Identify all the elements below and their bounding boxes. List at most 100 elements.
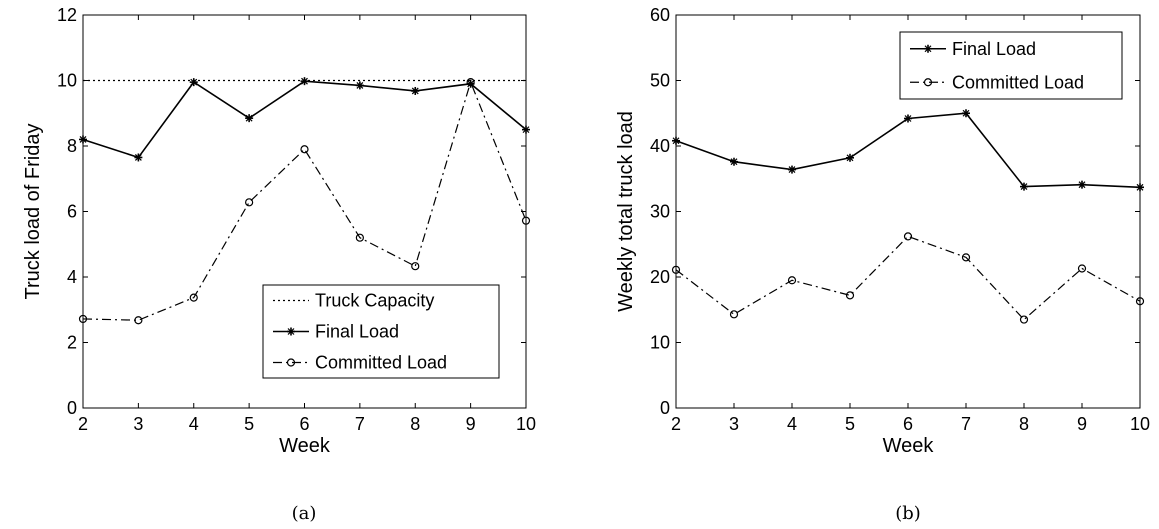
data-point [671,265,681,274]
data-point [672,136,680,145]
data-point [134,153,143,162]
star-stroke [411,87,419,95]
series-committed-load [671,232,1145,324]
data-point [466,78,475,87]
x-tick-label: 2 [671,414,681,434]
y-tick-label: 12 [57,5,77,25]
series-committed-load [78,78,531,325]
y-tick-label: 50 [650,71,670,91]
data-point [79,135,87,144]
y-tick-label: 30 [650,202,670,222]
star-stroke [924,45,932,53]
x-tick-label: 7 [355,414,365,434]
figure-caption: (b) [895,503,921,524]
star-stroke [1020,183,1028,191]
figure-caption: (a) [292,503,317,524]
star-stroke [79,136,87,143]
data-point [521,216,531,225]
legend-label: Truck Capacity [315,291,434,311]
x-tick-label: 7 [961,414,971,434]
x-tick-label: 3 [133,414,143,434]
x-tick-label: 3 [729,414,739,434]
y-tick-label: 40 [650,136,670,156]
legend-label: Final Load [315,322,399,342]
star-stroke [287,328,295,335]
data-point [355,81,364,90]
data-point [1136,183,1144,192]
star-stroke [134,154,142,161]
series-final-load [672,109,1144,192]
data-point [245,114,254,123]
data-point [1135,297,1145,306]
series-final-load [79,77,530,162]
x-tick-label: 10 [1130,414,1150,434]
x-tick-label: 9 [1077,414,1087,434]
x-tick-label: 4 [189,414,199,434]
star-stroke [301,77,308,85]
data-point [1019,315,1029,324]
data-point [962,109,970,118]
y-tick-label: 4 [67,267,77,287]
y-tick-label: 8 [67,136,77,156]
data-point [904,114,912,123]
data-point [903,232,913,241]
legend-marker [286,358,296,367]
series-line [82,80,527,321]
data-point [1077,264,1087,273]
data-point [189,78,198,87]
data-point [522,125,530,134]
x-tick-label: 4 [787,414,797,434]
star-stroke [904,115,912,122]
y-tick-label: 20 [650,267,670,287]
data-point [245,198,254,207]
series-line [675,112,1141,189]
data-point [355,233,364,242]
data-point [78,314,88,324]
y-tick-label: 0 [660,398,670,418]
legend-label: Final Load [952,39,1036,59]
data-point [961,253,971,262]
star-stroke [1078,181,1086,189]
legend-label: Committed Load [952,72,1084,92]
data-point [788,165,796,174]
data-point [730,157,738,166]
legend-marker [924,44,932,53]
series-line [675,235,1141,321]
x-tick-label: 10 [516,414,536,434]
y-axis-label: Truck load of Friday [22,124,44,300]
y-tick-label: 60 [650,5,670,25]
data-point [300,77,309,86]
x-tick-label: 9 [466,414,476,434]
x-tick-label: 2 [78,414,88,434]
chart-panel-b: 2 3 4 5 6 7 8 9 10 0 10 20 30 40 50 60 Week Weekly total … [615,5,1150,524]
star-stroke [1136,183,1144,191]
legend-marker [923,78,933,87]
data-point [411,262,420,271]
legend: Truck Capacity Final Load Committed Load [262,284,500,379]
legend-box [899,31,1123,100]
star-stroke [190,78,198,86]
data-point [189,293,198,302]
legend-label: Committed Load [315,353,447,373]
y-tick-label: 10 [650,333,670,353]
x-tick-label: 5 [845,414,855,434]
star-stroke [356,81,364,89]
legend: Final Load Committed Load [899,31,1123,100]
star-stroke [730,158,738,166]
y-tick-label: 6 [67,202,77,222]
x-tick-label: 8 [1019,414,1029,434]
data-point [845,291,855,300]
x-axis-label: Week [279,435,331,457]
data-point [1078,180,1086,189]
star-stroke [962,109,970,117]
x-axis-label: Week [883,435,935,457]
data-point [846,153,854,162]
x-tick-label: 6 [299,414,309,434]
x-tick-label: 5 [244,414,254,434]
star-stroke [245,114,253,122]
star-stroke [522,126,530,134]
legend-marker [287,327,295,336]
data-point [1020,182,1028,191]
